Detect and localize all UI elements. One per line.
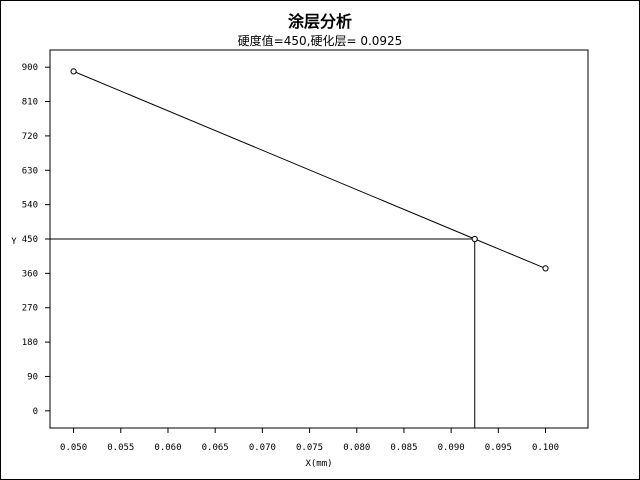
y-tick-label: 540 bbox=[22, 201, 38, 211]
y-tick-label: 180 bbox=[22, 338, 38, 348]
chart-subtitle: 硬度值=450,硬化层= 0.0925 bbox=[237, 34, 403, 48]
chart-title: 涂层分析 bbox=[287, 12, 352, 31]
data-point bbox=[471, 235, 478, 243]
x-tick-label: 0.060 bbox=[154, 443, 181, 453]
y-tick-label: 90 bbox=[27, 372, 38, 382]
x-tick-label: 0.070 bbox=[249, 443, 276, 453]
y-tick-label: 360 bbox=[22, 269, 38, 279]
y-tick-label: 0 bbox=[33, 407, 38, 417]
data-point bbox=[70, 68, 77, 75]
y-tick-label: 630 bbox=[22, 166, 38, 176]
x-tick-label: 0.090 bbox=[438, 443, 465, 453]
x-tick-label: 0.080 bbox=[343, 443, 370, 453]
y-axis: 0 90 180 270 360 450 540 630 720 810 900 bbox=[22, 63, 50, 417]
x-tick-label: 0.075 bbox=[296, 443, 323, 453]
y-axis-label: Y bbox=[11, 237, 17, 247]
x-axis-label: X(mm) bbox=[305, 459, 332, 469]
y-tick-label: 810 bbox=[22, 98, 38, 108]
x-tick-label: 0.095 bbox=[485, 443, 512, 453]
x-tick-label: 0.065 bbox=[202, 443, 229, 453]
x-tick-label: 0.100 bbox=[532, 443, 559, 453]
series-group bbox=[70, 68, 549, 272]
y-tick-label: 270 bbox=[22, 304, 38, 314]
y-tick-label: 720 bbox=[22, 132, 38, 142]
y-tick-label: 900 bbox=[22, 63, 38, 73]
data-point bbox=[542, 265, 549, 272]
y-tick-label: 450 bbox=[22, 235, 38, 245]
x-tick-label: 0.055 bbox=[107, 443, 134, 453]
x-tick-label: 0.085 bbox=[390, 443, 417, 453]
x-tick-label: 0.050 bbox=[60, 443, 87, 453]
reference-lines bbox=[50, 238, 476, 428]
x-axis: 0.050 0.055 0.060 0.065 0.070 0.075 0.080 0.085… bbox=[60, 428, 559, 453]
